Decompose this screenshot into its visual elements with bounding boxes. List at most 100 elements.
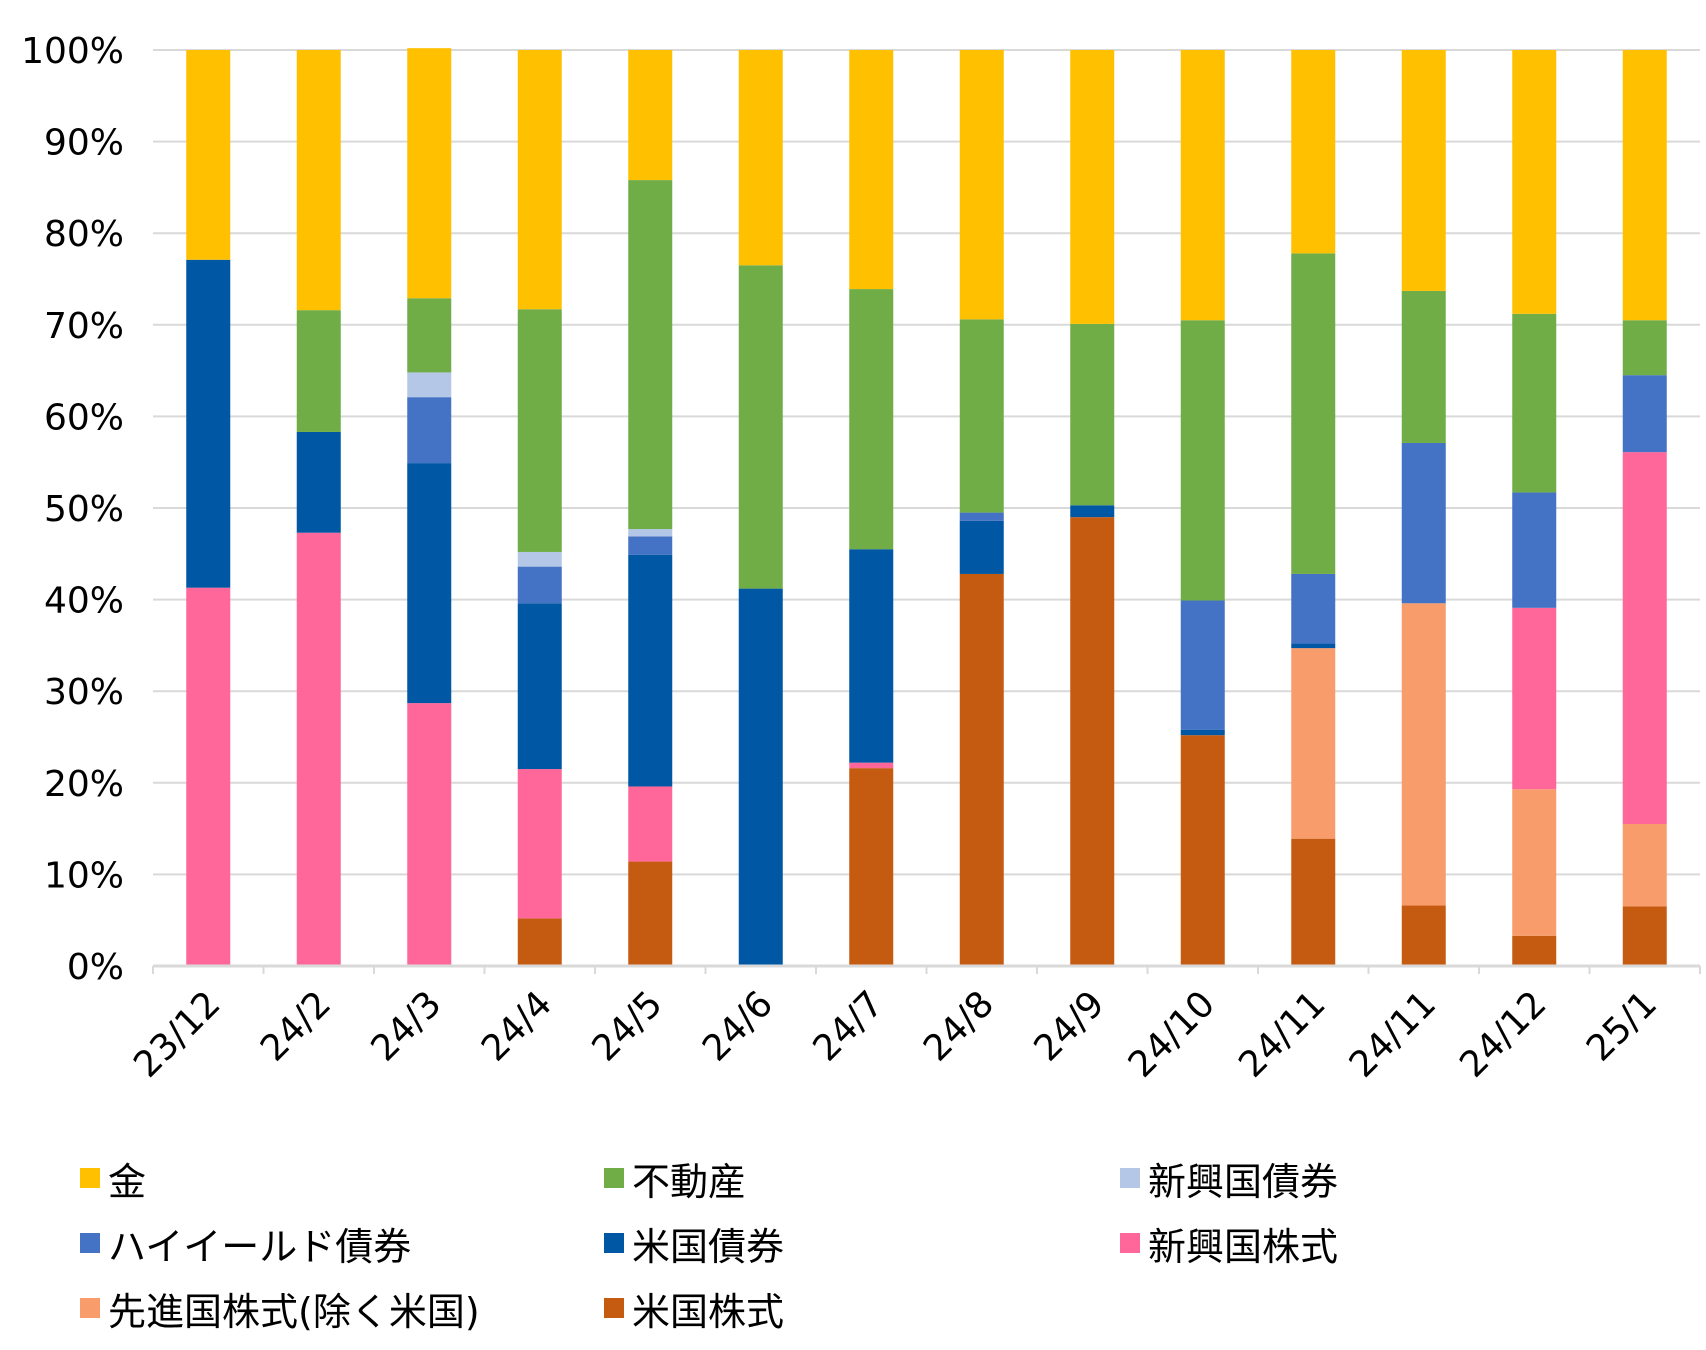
bar-segment	[1512, 935, 1557, 966]
bar-segment	[959, 512, 1004, 521]
bar-segment	[517, 566, 562, 604]
legend-item: 金	[80, 1148, 146, 1208]
bar-segment	[1401, 290, 1446, 443]
grid-lines	[153, 49, 1700, 876]
bar-segment	[186, 259, 231, 588]
bar-segment	[1401, 905, 1446, 966]
legend-item: 米国株式	[604, 1278, 784, 1338]
bar-segment	[1622, 452, 1667, 825]
stacked-bar-chart: 0% 10% 20% 30% 40% 50% 60% 70% 80% 90% 100% 23/12 2…	[21, 31, 1701, 1086]
legend-label: 新興国株式	[1148, 1224, 1339, 1269]
bar-segment	[1622, 320, 1667, 376]
x-tick-label: 24/11	[1342, 983, 1444, 1085]
bar-segment	[1180, 50, 1225, 321]
y-tick-label: 40%	[44, 581, 124, 622]
x-tick-label: 24/10	[1121, 983, 1223, 1085]
bar-segment	[1622, 824, 1667, 907]
legend-item: 米国債券	[604, 1213, 784, 1273]
x-tick-label: 24/7	[805, 983, 891, 1069]
bar-segment	[1512, 607, 1557, 790]
bar-segment	[959, 50, 1004, 320]
x-tick-label: 24/9	[1026, 983, 1112, 1069]
legend-swatch	[80, 1168, 100, 1188]
x-tick-label: 24/5	[584, 983, 670, 1069]
bar-segment	[849, 50, 894, 290]
bar-segment	[1070, 50, 1115, 324]
bar-segment	[1291, 253, 1336, 574]
y-tick-label: 0%	[67, 947, 124, 988]
bar-segment	[407, 397, 452, 464]
bar-segment	[628, 180, 673, 530]
y-tick-label: 10%	[44, 855, 124, 896]
bar-segment	[628, 50, 673, 181]
bar-segment	[849, 762, 894, 769]
legend-label: 米国債券	[632, 1224, 785, 1269]
bar-segment	[628, 786, 673, 862]
bar-segment	[296, 532, 341, 966]
bar-segment	[628, 554, 673, 787]
legend-label: 米国株式	[632, 1289, 785, 1334]
bar-segment	[1291, 573, 1336, 644]
legend-swatch	[604, 1168, 624, 1188]
bar-segment	[517, 918, 562, 966]
y-tick-label: 90%	[44, 123, 124, 164]
legend-swatch	[604, 1233, 624, 1253]
y-tick-label: 20%	[44, 764, 124, 805]
legend-label: 金	[108, 1159, 147, 1204]
y-tick-label: 100%	[21, 31, 124, 72]
bar-segment	[849, 768, 894, 966]
bar-segment	[628, 536, 673, 555]
legend-label: 不動産	[632, 1159, 747, 1204]
y-axis-ticks: 0% 10% 20% 30% 40% 50% 60% 70% 80% 90% 100%	[21, 31, 124, 988]
x-tick-label: 24/8	[916, 983, 1002, 1069]
bar-segment	[407, 372, 452, 398]
bar-segment	[296, 310, 341, 432]
bar-segment	[1180, 729, 1225, 736]
legend-swatch	[604, 1298, 624, 1318]
legend-label: 先進国株式(除く米国)	[108, 1289, 480, 1334]
bar-segment	[517, 769, 562, 919]
y-tick-label: 70%	[44, 306, 124, 347]
y-tick-label: 60%	[44, 397, 124, 438]
bar-segment	[1291, 50, 1336, 254]
y-tick-label: 30%	[44, 672, 124, 713]
bar-segment	[738, 50, 783, 266]
bar-segment	[517, 309, 562, 552]
bar-segment	[959, 573, 1004, 966]
bar-segment	[1070, 517, 1115, 966]
bar-segment	[517, 551, 562, 567]
bar-segment	[738, 265, 783, 589]
x-axis-ticks: 23/12 24/2 24/3 24/4 24/5 24/6 24/7 24/8 24/9 24/…	[126, 983, 1665, 1085]
bar-segment	[296, 431, 341, 533]
bar-segment	[849, 549, 894, 763]
legend-item: 不動産	[604, 1148, 746, 1208]
bar-segment	[407, 703, 452, 966]
bar-segment	[1622, 375, 1667, 453]
x-tick-label: 23/12	[126, 983, 228, 1085]
bar-segment	[1291, 643, 1336, 649]
bar-segment	[1291, 838, 1336, 966]
bar-segment	[1180, 320, 1225, 601]
bar-segment	[1512, 789, 1557, 936]
legend-swatch	[80, 1233, 100, 1253]
y-tick-label: 80%	[44, 214, 124, 255]
bar-segment	[1401, 603, 1446, 906]
x-tick-label: 24/3	[363, 983, 449, 1069]
bar-segment	[296, 50, 341, 311]
bar-segment	[407, 463, 452, 704]
bar-segment	[517, 603, 562, 770]
x-axis	[152, 964, 1701, 974]
x-tick-label: 24/12	[1452, 983, 1554, 1085]
legend: 金 不動産 新興国債券ハイイールド債券 米国債券 新興国株式先進国株式(除く米国) 米国株…	[80, 1148, 1680, 1348]
bar-segment	[1180, 735, 1225, 966]
bar-segment	[959, 319, 1004, 513]
bar-segment	[849, 289, 894, 550]
bar-segment	[1622, 906, 1667, 966]
legend-item: 新興国債券	[1120, 1148, 1338, 1208]
x-tick-label: 24/4	[474, 983, 560, 1069]
x-tick-label: 24/2	[253, 983, 339, 1069]
bar-segment	[1401, 442, 1446, 604]
legend-item: ハイイールド債券	[80, 1213, 411, 1273]
y-tick-label: 50%	[44, 489, 124, 530]
bar-segment	[1180, 600, 1225, 730]
